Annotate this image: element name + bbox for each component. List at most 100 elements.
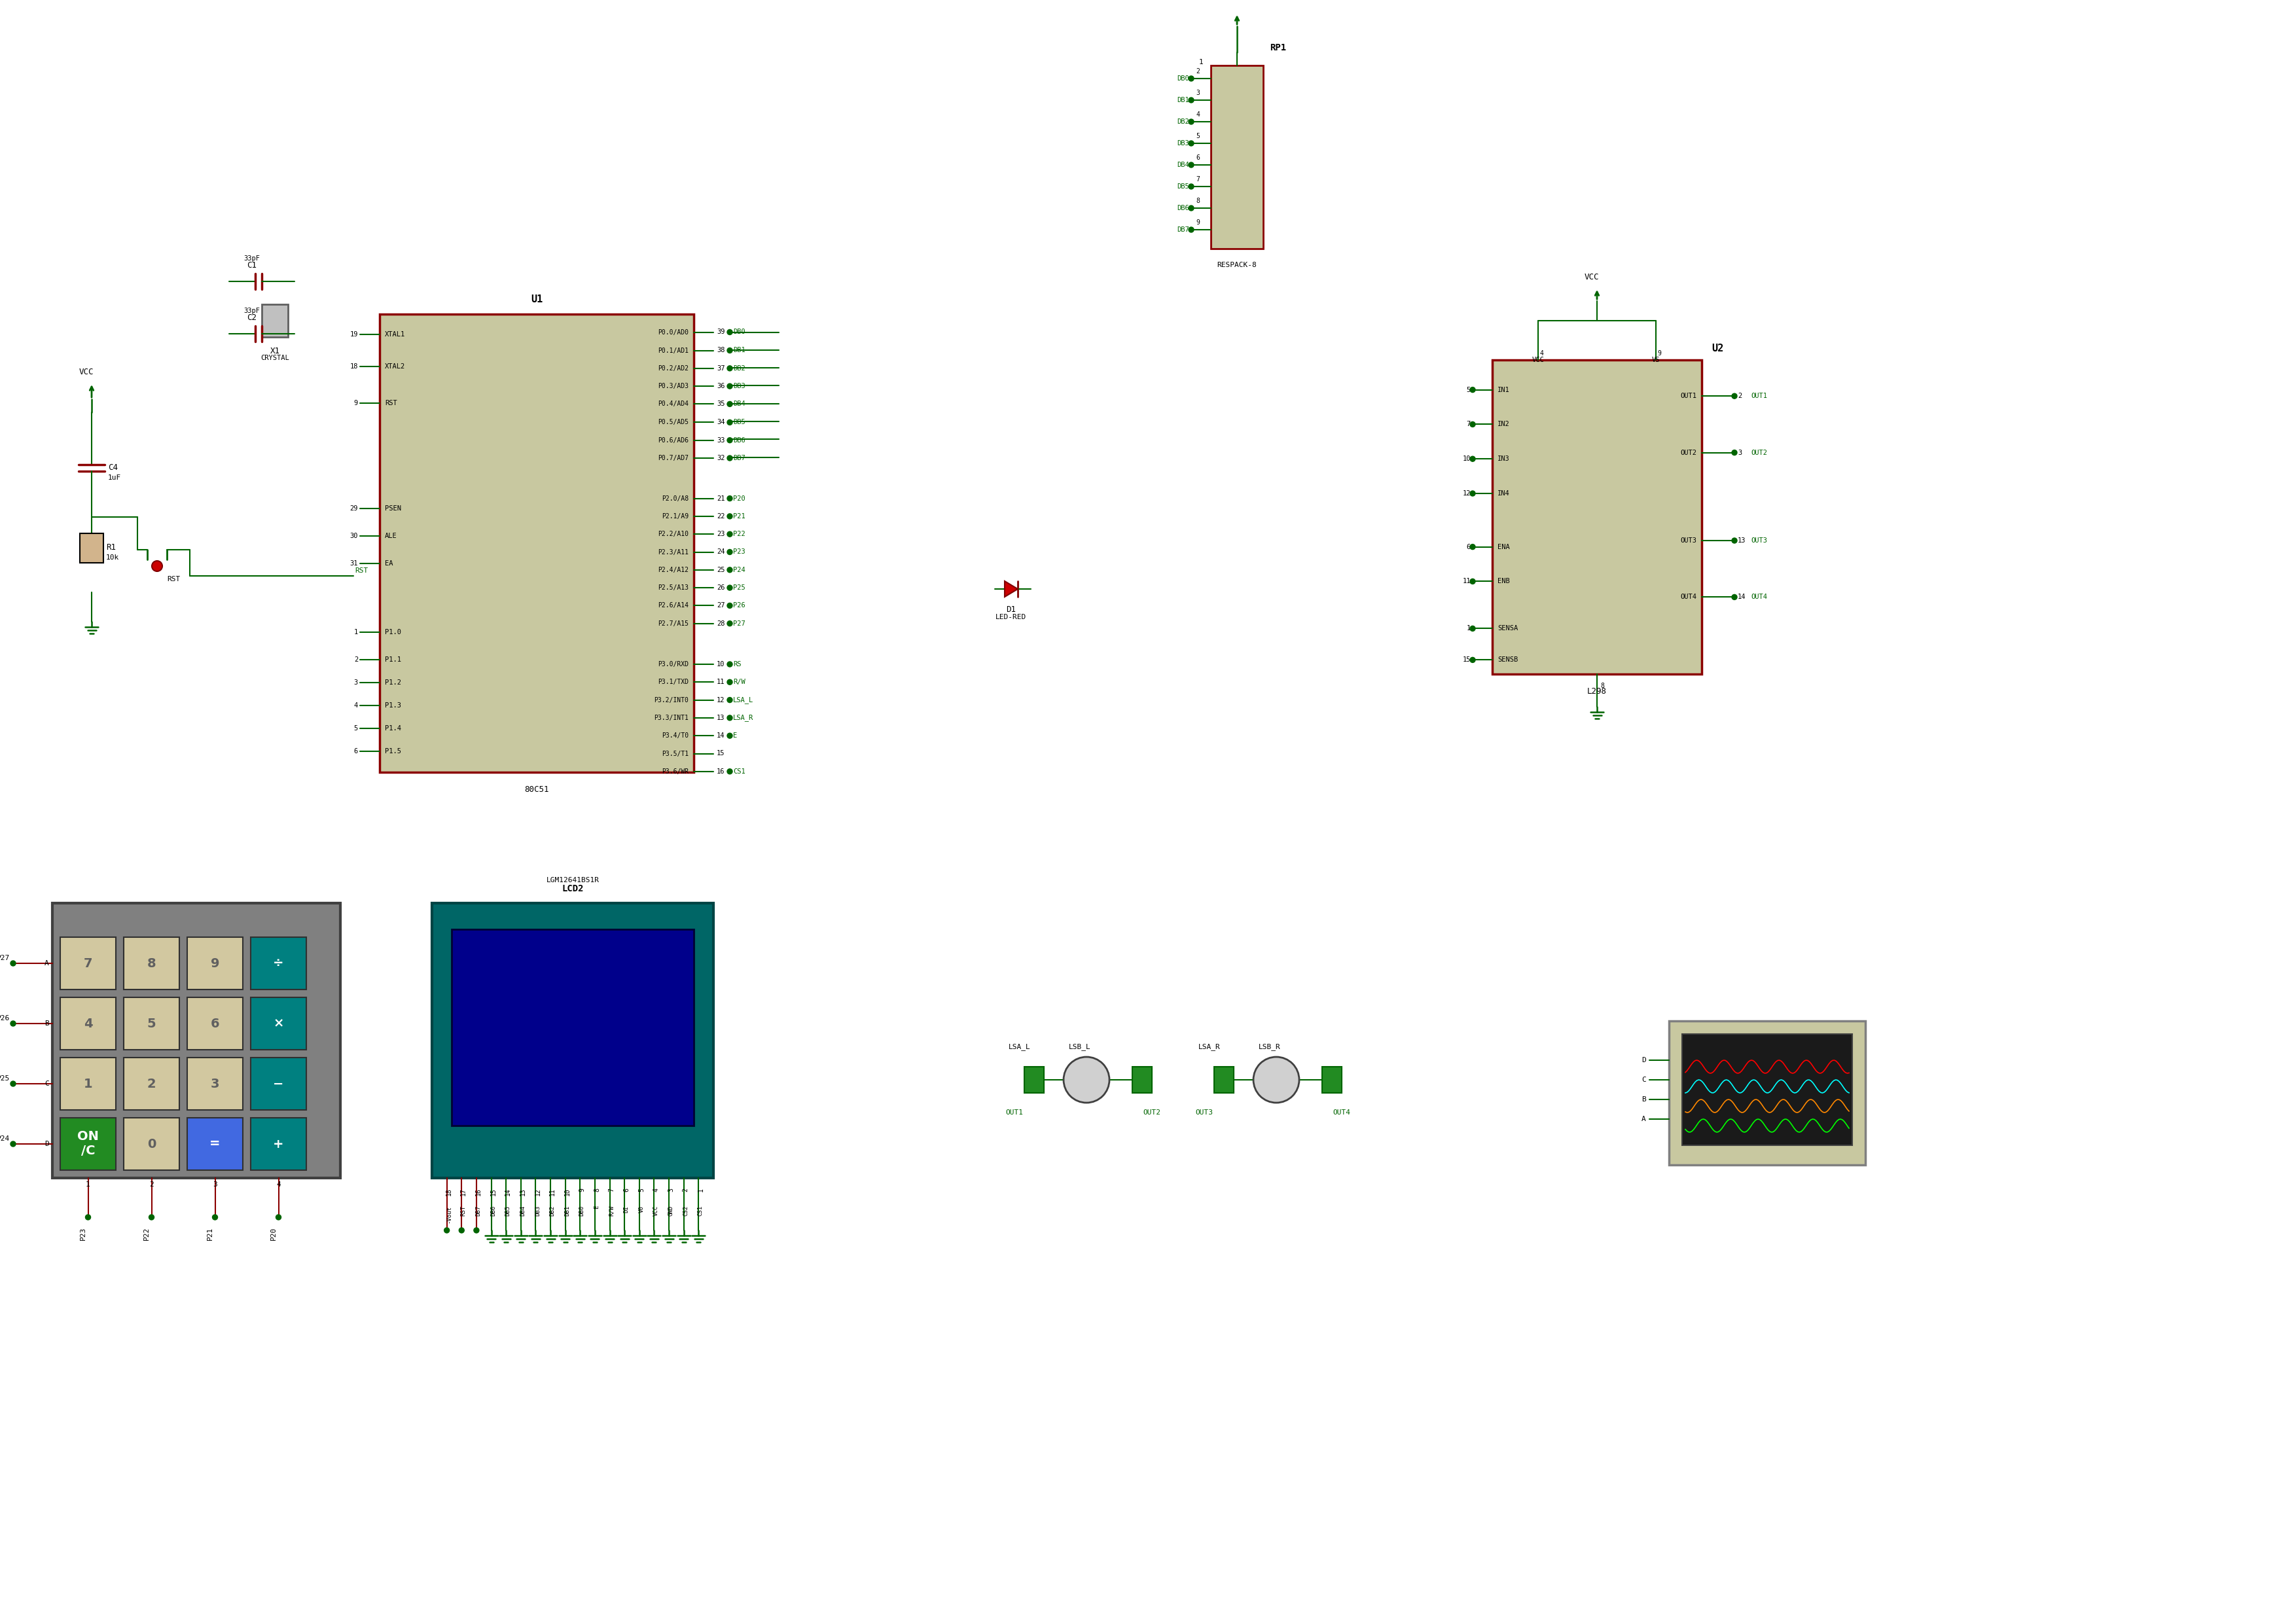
Text: XTAL2: XTAL2 — [386, 364, 406, 370]
Circle shape — [11, 961, 16, 966]
Text: DB5: DB5 — [1178, 183, 1189, 190]
Text: DB3: DB3 — [732, 383, 746, 390]
Bar — [60, 998, 115, 1050]
Text: 8: 8 — [147, 958, 156, 969]
Text: P2.7/A15: P2.7/A15 — [657, 620, 689, 626]
Text: D: D — [44, 1141, 48, 1147]
Text: 4: 4 — [1196, 112, 1201, 118]
Text: 5: 5 — [354, 725, 358, 732]
Bar — [432, 902, 714, 1178]
Text: P1.0: P1.0 — [386, 628, 402, 636]
Circle shape — [728, 550, 732, 555]
Text: RST: RST — [168, 576, 179, 583]
Bar — [250, 1118, 305, 1170]
Circle shape — [728, 586, 732, 591]
Text: 1: 1 — [1467, 625, 1472, 631]
Text: PSEN: PSEN — [386, 505, 402, 511]
Text: 2: 2 — [1738, 393, 1743, 399]
Text: P2.6/A14: P2.6/A14 — [657, 602, 689, 609]
Text: DB2: DB2 — [549, 1206, 556, 1216]
Text: RP1: RP1 — [1270, 44, 1286, 52]
Text: CRYSTAL: CRYSTAL — [259, 355, 289, 362]
Text: P1.5: P1.5 — [386, 748, 402, 755]
Text: 36: 36 — [716, 383, 726, 390]
Circle shape — [1189, 162, 1194, 167]
Text: ON
/C: ON /C — [78, 1131, 99, 1157]
Text: 5: 5 — [147, 1018, 156, 1029]
Text: P0.2/AD2: P0.2/AD2 — [657, 365, 689, 372]
Text: 1: 1 — [83, 1078, 92, 1091]
Text: V0: V0 — [638, 1206, 645, 1212]
Text: DB7: DB7 — [732, 454, 746, 461]
Text: 3: 3 — [1196, 89, 1201, 96]
Text: RESPACK-8: RESPACK-8 — [1217, 261, 1256, 268]
Text: DB1: DB1 — [732, 347, 746, 354]
Bar — [1683, 1034, 1853, 1146]
Circle shape — [1189, 206, 1194, 211]
Circle shape — [728, 383, 732, 390]
Text: DB0: DB0 — [579, 1206, 585, 1216]
Bar — [80, 534, 103, 563]
Text: RST: RST — [461, 1206, 466, 1216]
Circle shape — [1189, 183, 1194, 190]
Text: 12: 12 — [535, 1188, 542, 1196]
Circle shape — [728, 513, 732, 519]
Text: 11: 11 — [1463, 578, 1472, 584]
Circle shape — [728, 329, 732, 334]
Text: 9: 9 — [211, 958, 220, 969]
Text: RST: RST — [386, 399, 397, 406]
Text: 4: 4 — [652, 1188, 659, 1191]
Text: 25: 25 — [716, 566, 726, 573]
Text: P23: P23 — [80, 1227, 85, 1240]
Circle shape — [728, 662, 732, 667]
Text: P2.5/A13: P2.5/A13 — [657, 584, 689, 591]
Text: D1: D1 — [1006, 605, 1017, 613]
Text: R/W: R/W — [732, 678, 746, 685]
Text: 37: 37 — [716, 365, 726, 372]
Circle shape — [728, 716, 732, 721]
Text: 3: 3 — [214, 1182, 218, 1188]
Circle shape — [1469, 657, 1476, 662]
Text: U2: U2 — [1711, 344, 1724, 354]
Text: 3: 3 — [1738, 450, 1743, 456]
Text: P2.2/A10: P2.2/A10 — [657, 531, 689, 537]
Circle shape — [1469, 456, 1476, 461]
Text: 8: 8 — [1600, 683, 1605, 690]
Text: 14: 14 — [716, 732, 726, 738]
Text: OUT1: OUT1 — [1752, 393, 1768, 399]
Text: DI: DI — [625, 1206, 629, 1212]
Text: VCC: VCC — [652, 1206, 659, 1216]
Text: 32: 32 — [716, 454, 726, 461]
Text: OUT4: OUT4 — [1681, 594, 1697, 601]
Circle shape — [728, 532, 732, 537]
Text: 22: 22 — [716, 513, 726, 519]
Text: 10: 10 — [565, 1188, 569, 1196]
Text: 2: 2 — [147, 1078, 156, 1091]
Text: 16: 16 — [716, 768, 726, 774]
Text: 3: 3 — [668, 1188, 675, 1191]
Text: 9: 9 — [1658, 351, 1660, 357]
Text: 11: 11 — [716, 678, 726, 685]
Text: 35: 35 — [716, 401, 726, 407]
Text: RST: RST — [356, 568, 367, 575]
Text: 2: 2 — [1196, 68, 1201, 75]
Circle shape — [728, 568, 732, 573]
Text: SENSB: SENSB — [1497, 657, 1518, 664]
Text: 4: 4 — [83, 1018, 92, 1029]
Text: 9: 9 — [354, 399, 358, 406]
Text: 29: 29 — [349, 505, 358, 511]
Text: 23: 23 — [716, 531, 726, 537]
Text: EA: EA — [386, 560, 393, 566]
Text: 24: 24 — [716, 549, 726, 555]
Text: P20: P20 — [732, 495, 746, 502]
Circle shape — [11, 1141, 16, 1146]
Text: 1: 1 — [85, 1182, 90, 1188]
Text: LSB_R: LSB_R — [1258, 1044, 1281, 1050]
Circle shape — [1469, 490, 1476, 497]
Text: SENSA: SENSA — [1497, 625, 1518, 631]
Bar — [124, 936, 179, 990]
Bar — [60, 936, 115, 990]
Text: DB7: DB7 — [1178, 227, 1189, 234]
Bar — [1210, 65, 1263, 248]
Text: 15: 15 — [489, 1188, 496, 1196]
